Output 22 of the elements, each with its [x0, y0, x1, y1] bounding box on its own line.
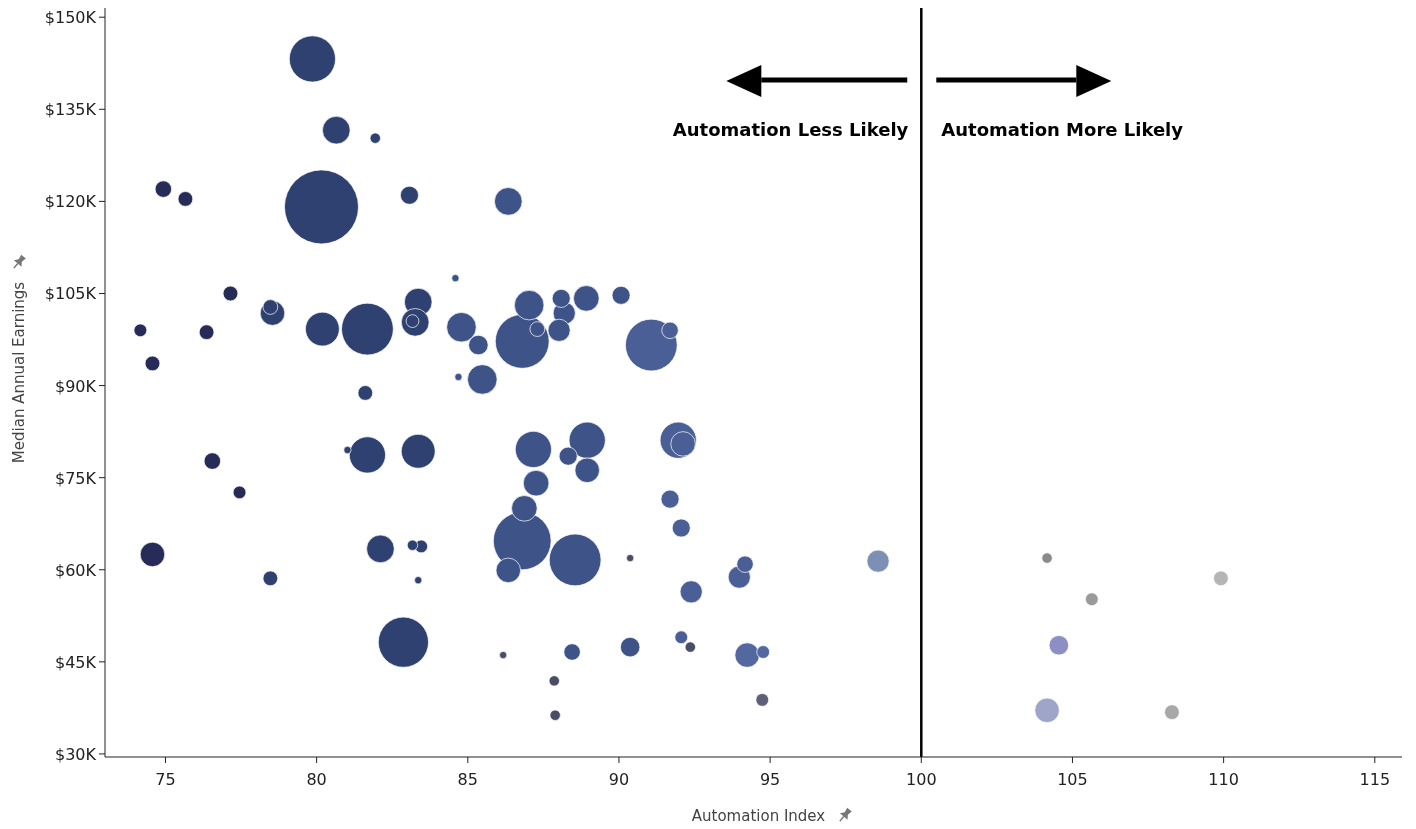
y-tick-label: $105K: [44, 284, 97, 304]
y-tick-label: $135K: [44, 100, 97, 120]
y-tick-label: $90K: [54, 376, 97, 396]
y-tick-label: $150K: [44, 8, 97, 28]
x-tick-label: 90: [608, 770, 630, 789]
x-tick-label: 95: [759, 770, 781, 789]
y-tick-label: $30K: [54, 744, 97, 764]
y-tick-label: $60K: [54, 560, 97, 580]
x-tick-label: 100: [906, 770, 937, 789]
y-tick-label: $45K: [54, 652, 97, 672]
x-tick-label: 115: [1359, 770, 1391, 789]
x-tick-label: 75: [155, 770, 176, 789]
x-tick-label: 85: [457, 770, 478, 789]
x-tick-label: 110: [1208, 770, 1239, 789]
y-axis-title: Median Annual Earnings: [10, 281, 28, 464]
annotation: Automation Less Likely: [672, 119, 909, 140]
y-tick-label: $120K: [44, 192, 97, 212]
y-tick-label: $75K: [54, 468, 97, 488]
x-tick-label: 105: [1057, 770, 1088, 789]
x-tick-label: 80: [306, 770, 327, 789]
x-axis-title: Automation Index: [691, 807, 826, 825]
annotation: Automation More Likely: [941, 119, 1184, 140]
